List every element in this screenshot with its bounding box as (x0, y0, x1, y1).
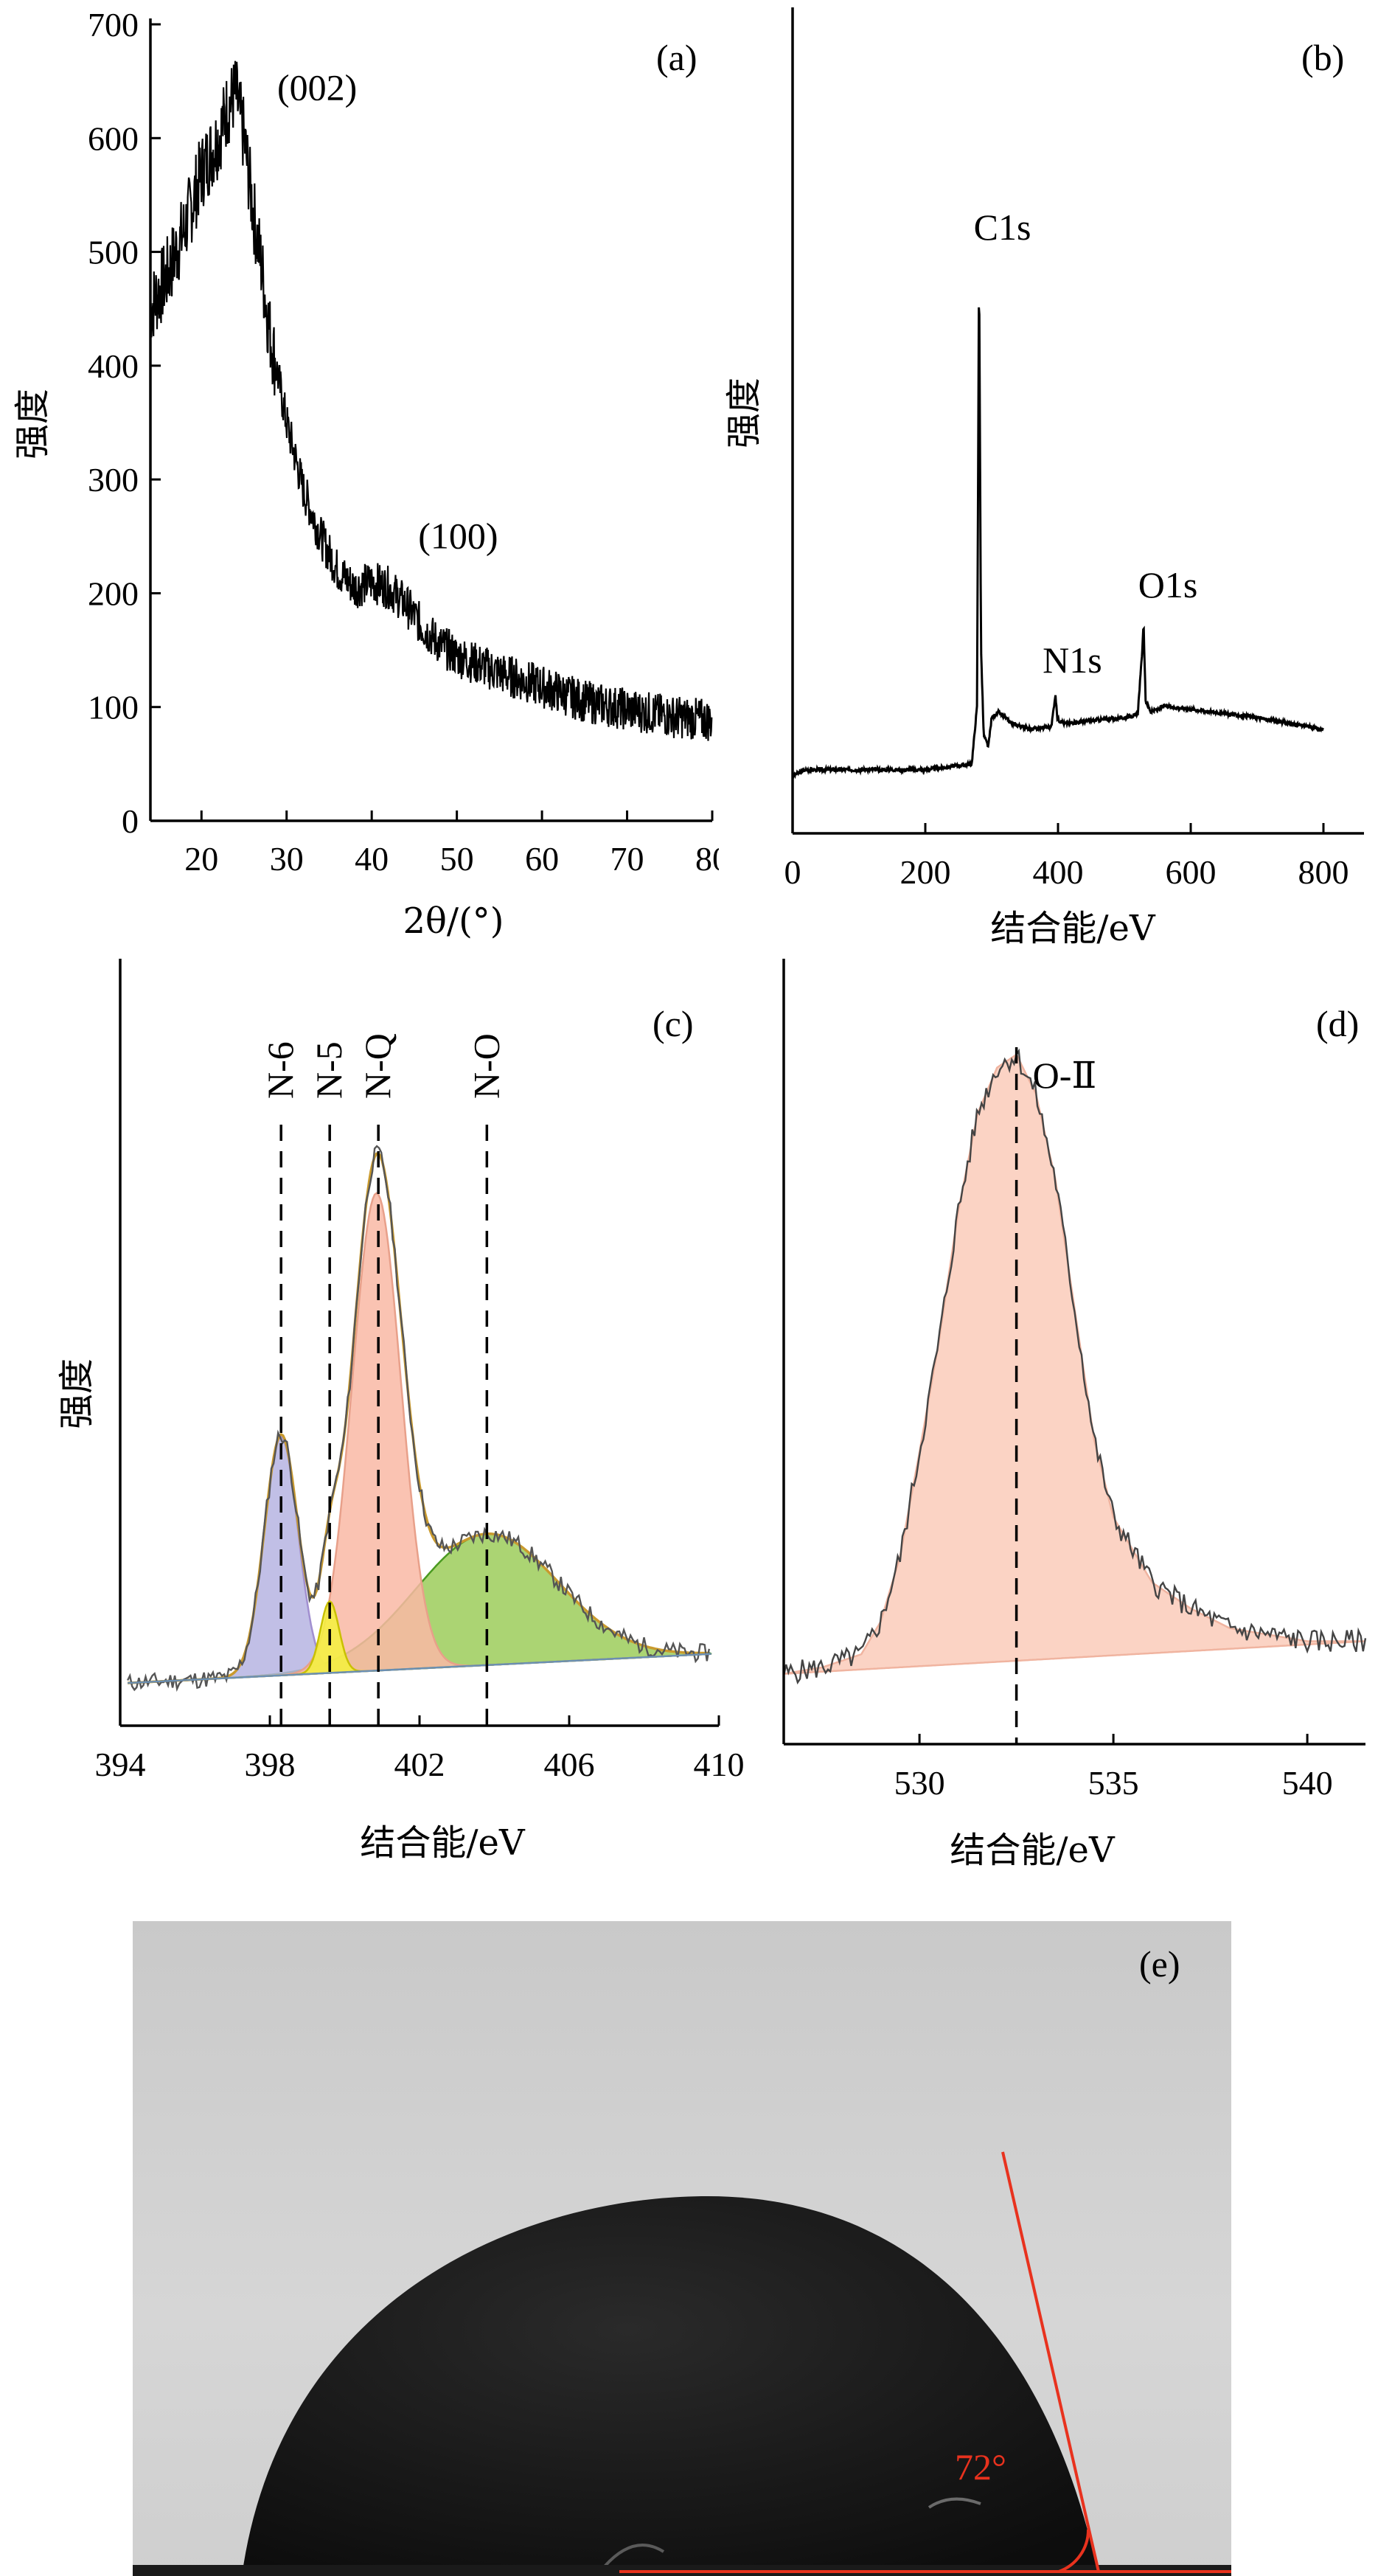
b-x-tick-label: 0 (784, 853, 801, 891)
panel-c: N-6 N-5 N-Q N-O 394 398 402 406 410 (c) 结合能/eV … (56, 959, 745, 1864)
b-y-axis-label: 强度 (723, 378, 765, 448)
a-xrd-trace (149, 60, 713, 741)
a-y-tick-label: 100 (88, 689, 139, 726)
water-droplet (242, 2196, 1099, 2576)
b-x-tick-label: 800 (1298, 853, 1349, 891)
c-peak-label-n-6: N-6 (260, 1041, 301, 1099)
c-background (128, 1653, 711, 1684)
d-raw-spectrum (782, 1048, 1367, 1685)
c-x-tick-label: 410 (694, 1746, 745, 1783)
droplet-reflection (928, 2497, 981, 2509)
e-panel-label: (e) (1139, 1943, 1180, 1985)
c-x-axis-label: 结合能/eV (360, 1822, 526, 1864)
d-component-o2 (783, 1053, 1366, 1675)
panel-e: 72° (e) (133, 1921, 1231, 2576)
c-x-tick-label: 406 (544, 1746, 595, 1783)
a-y-axis-label: 强度 (12, 389, 53, 459)
c-panel-label: (c) (653, 1003, 694, 1044)
a-x-tick-label: 30 (270, 840, 304, 878)
a-y-tick-label: 700 (88, 6, 139, 44)
a-x-tick-label: 20 (184, 840, 218, 878)
c-peak-label-n-o: N-O (465, 1033, 507, 1099)
b-x-tick-label: 200 (900, 853, 951, 891)
tangent-line (1001, 2151, 1100, 2572)
a-y-tick-label: 200 (88, 574, 139, 612)
b-annotation-o1s: O1s (1138, 564, 1198, 605)
b-xps-survey-trace (792, 307, 1324, 780)
a-annotation-002: (002) (277, 67, 357, 108)
c-x-tick-label: 402 (394, 1746, 445, 1783)
d-peak-label-o2: O-Ⅱ (1033, 1055, 1097, 1096)
d-x-tick-label: 540 (1282, 1764, 1333, 1802)
angle-arc (1058, 2529, 1090, 2573)
droplet-reflection (603, 2544, 665, 2568)
c-x-tick-label: 394 (95, 1746, 146, 1783)
b-x-tick-label: 600 (1166, 853, 1217, 891)
b-x-axis-label: 结合能/eV (990, 908, 1156, 949)
contact-angle-label: 72° (955, 2446, 1006, 2488)
a-y-tick-label: 300 (88, 461, 139, 499)
c-raw-spectrum (127, 1145, 710, 1693)
c-y-axis-label: 强度 (56, 1358, 97, 1429)
c-component-nq (128, 1192, 711, 1684)
a-x-axis-label: 2θ/(°) (403, 900, 504, 942)
b-annotation-c1s: C1s (974, 206, 1031, 248)
d-x-tick-label: 535 (1088, 1764, 1139, 1802)
a-y-tick-label: 0 (122, 802, 139, 840)
panel-a: 20 30 40 50 60 70 80 0 100 200 300 400 500 600 700 (a)… (12, 6, 719, 942)
a-x-tick-label: 70 (610, 840, 644, 878)
d-panel-label: (d) (1316, 1003, 1359, 1044)
a-y-tick-label: 400 (88, 347, 139, 385)
d-x-tick-label: 530 (894, 1764, 945, 1802)
a-y-tick-label: 500 (88, 234, 139, 271)
a-annotation-100: (100) (418, 515, 498, 556)
panel-b: 0 200 400 600 800 (b) C1s N1s O1s 结合能/eV 强度 (723, 7, 1364, 949)
c-peak-label-n-5: N-5 (308, 1041, 349, 1099)
d-x-axis-label: 结合能/eV (950, 1830, 1116, 1871)
c-peak-label-n-q: N-Q (357, 1033, 398, 1099)
a-x-tick-label: 60 (525, 840, 559, 878)
b-x-tick-label: 400 (1033, 853, 1084, 891)
b-panel-label: (b) (1301, 37, 1344, 78)
b-annotation-n1s: N1s (1043, 639, 1102, 681)
a-x-tick-label: 50 (440, 840, 474, 878)
a-x-tick-label: 80 (695, 840, 719, 878)
a-panel-label: (a) (656, 37, 697, 78)
a-x-tick-label: 40 (355, 840, 389, 878)
c-x-tick-label: 398 (245, 1746, 296, 1783)
a-y-tick-label: 600 (88, 119, 139, 157)
